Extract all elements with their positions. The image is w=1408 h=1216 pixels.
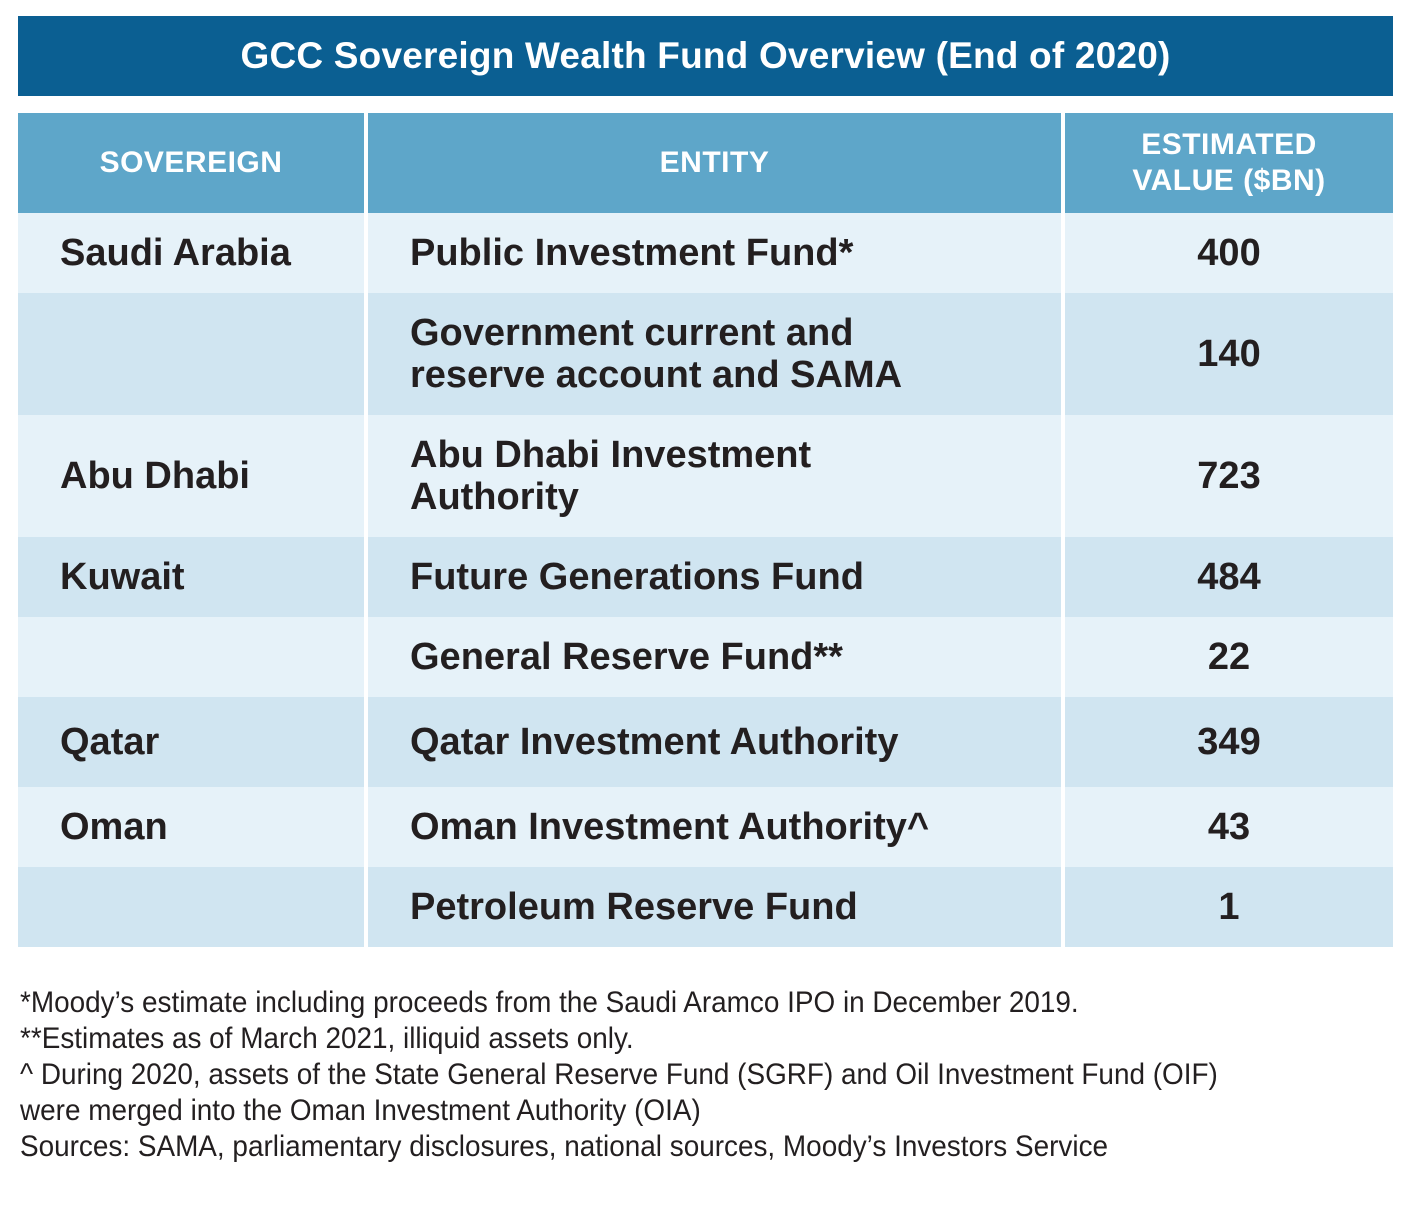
cell-entity: Oman Investment Authority^ (366, 787, 1065, 867)
cell-sovereign (18, 867, 368, 947)
table-row: General Reserve Fund** 22 (18, 617, 1393, 697)
cell-value: 1 (1063, 867, 1393, 947)
table-row: Qatar Qatar Investment Authority 349 (18, 697, 1393, 787)
table-row: Government current and reserve account a… (18, 293, 1393, 415)
cell-value: 140 (1063, 293, 1393, 415)
cell-entity: Public Investment Fund* (366, 213, 1065, 293)
cell-sovereign: Qatar (18, 697, 368, 787)
fund-table: SOVEREIGN ENTITY ESTIMATED VALUE ($BN) S… (18, 113, 1393, 947)
cell-value: 349 (1063, 697, 1393, 787)
table-row: Saudi Arabia Public Investment Fund* 400 (18, 213, 1393, 293)
footnote-3: ^ During 2020, assets of the State Gener… (20, 1058, 1218, 1127)
header-value: ESTIMATED VALUE ($BN) (1063, 113, 1393, 213)
cell-entity: Qatar Investment Authority (366, 697, 1065, 787)
cell-entity: General Reserve Fund** (366, 617, 1065, 697)
entity-line1: General Reserve Fund** (410, 636, 843, 678)
cell-sovereign: Oman (18, 787, 368, 867)
table-row: Petroleum Reserve Fund 1 (18, 867, 1393, 947)
footnotes: *Moody’s estimate including proceeds fro… (20, 985, 1390, 1165)
cell-value: 43 (1063, 787, 1393, 867)
entity-line2: Authority (410, 476, 579, 518)
table-row: Kuwait Future Generations Fund 484 (18, 537, 1393, 617)
cell-entity: Abu Dhabi Investment Authority (366, 415, 1065, 537)
cell-value: 484 (1063, 537, 1393, 617)
cell-sovereign: Kuwait (18, 537, 368, 617)
cell-entity: Future Generations Fund (366, 537, 1065, 617)
footnote-1: *Moody’s estimate including proceeds fro… (20, 986, 1079, 1019)
header-value-line1: ESTIMATED (1141, 128, 1317, 161)
cell-sovereign: Abu Dhabi (18, 415, 368, 537)
table-row: Oman Oman Investment Authority^ 43 (18, 787, 1393, 867)
entity-line1: Abu Dhabi Investment (410, 434, 812, 476)
header-entity: ENTITY (366, 113, 1065, 213)
entity-line1: Oman Investment Authority^ (410, 806, 930, 848)
cell-sovereign: Saudi Arabia (18, 213, 368, 293)
table-row: Abu Dhabi Abu Dhabi Investment Authority… (18, 415, 1393, 537)
header-row: SOVEREIGN ENTITY ESTIMATED VALUE ($BN) (18, 113, 1393, 213)
cell-sovereign (18, 293, 368, 415)
entity-line1: Public Investment Fund* (410, 232, 854, 274)
entity-line1: Future Generations Fund (410, 556, 864, 598)
cell-value: 400 (1063, 213, 1393, 293)
entity-line2: reserve account and SAMA (410, 354, 903, 396)
cell-sovereign (18, 617, 368, 697)
sources-note: Sources: SAMA, parliamentary disclosures… (20, 1130, 1109, 1163)
footnote-2: **Estimates as of March 2021, illiquid a… (20, 1022, 634, 1055)
cell-value: 22 (1063, 617, 1393, 697)
table-title: GCC Sovereign Wealth Fund Overview (End … (18, 16, 1393, 96)
entity-line1: Government current and (410, 312, 854, 354)
entity-line1: Qatar Investment Authority (410, 721, 899, 763)
cell-value: 723 (1063, 415, 1393, 537)
cell-entity: Petroleum Reserve Fund (366, 867, 1065, 947)
entity-line1: Petroleum Reserve Fund (410, 886, 858, 928)
cell-entity: Government current and reserve account a… (366, 293, 1065, 415)
header-value-line2: VALUE ($BN) (1132, 164, 1326, 197)
header-sovereign: SOVEREIGN (18, 113, 368, 213)
